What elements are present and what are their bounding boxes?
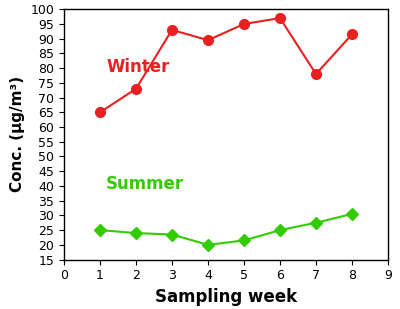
Text: Summer: Summer [106,176,184,193]
Text: Winter: Winter [106,58,170,76]
X-axis label: Sampling week: Sampling week [155,288,297,306]
Y-axis label: Conc. (μg/m³): Conc. (μg/m³) [10,76,25,193]
